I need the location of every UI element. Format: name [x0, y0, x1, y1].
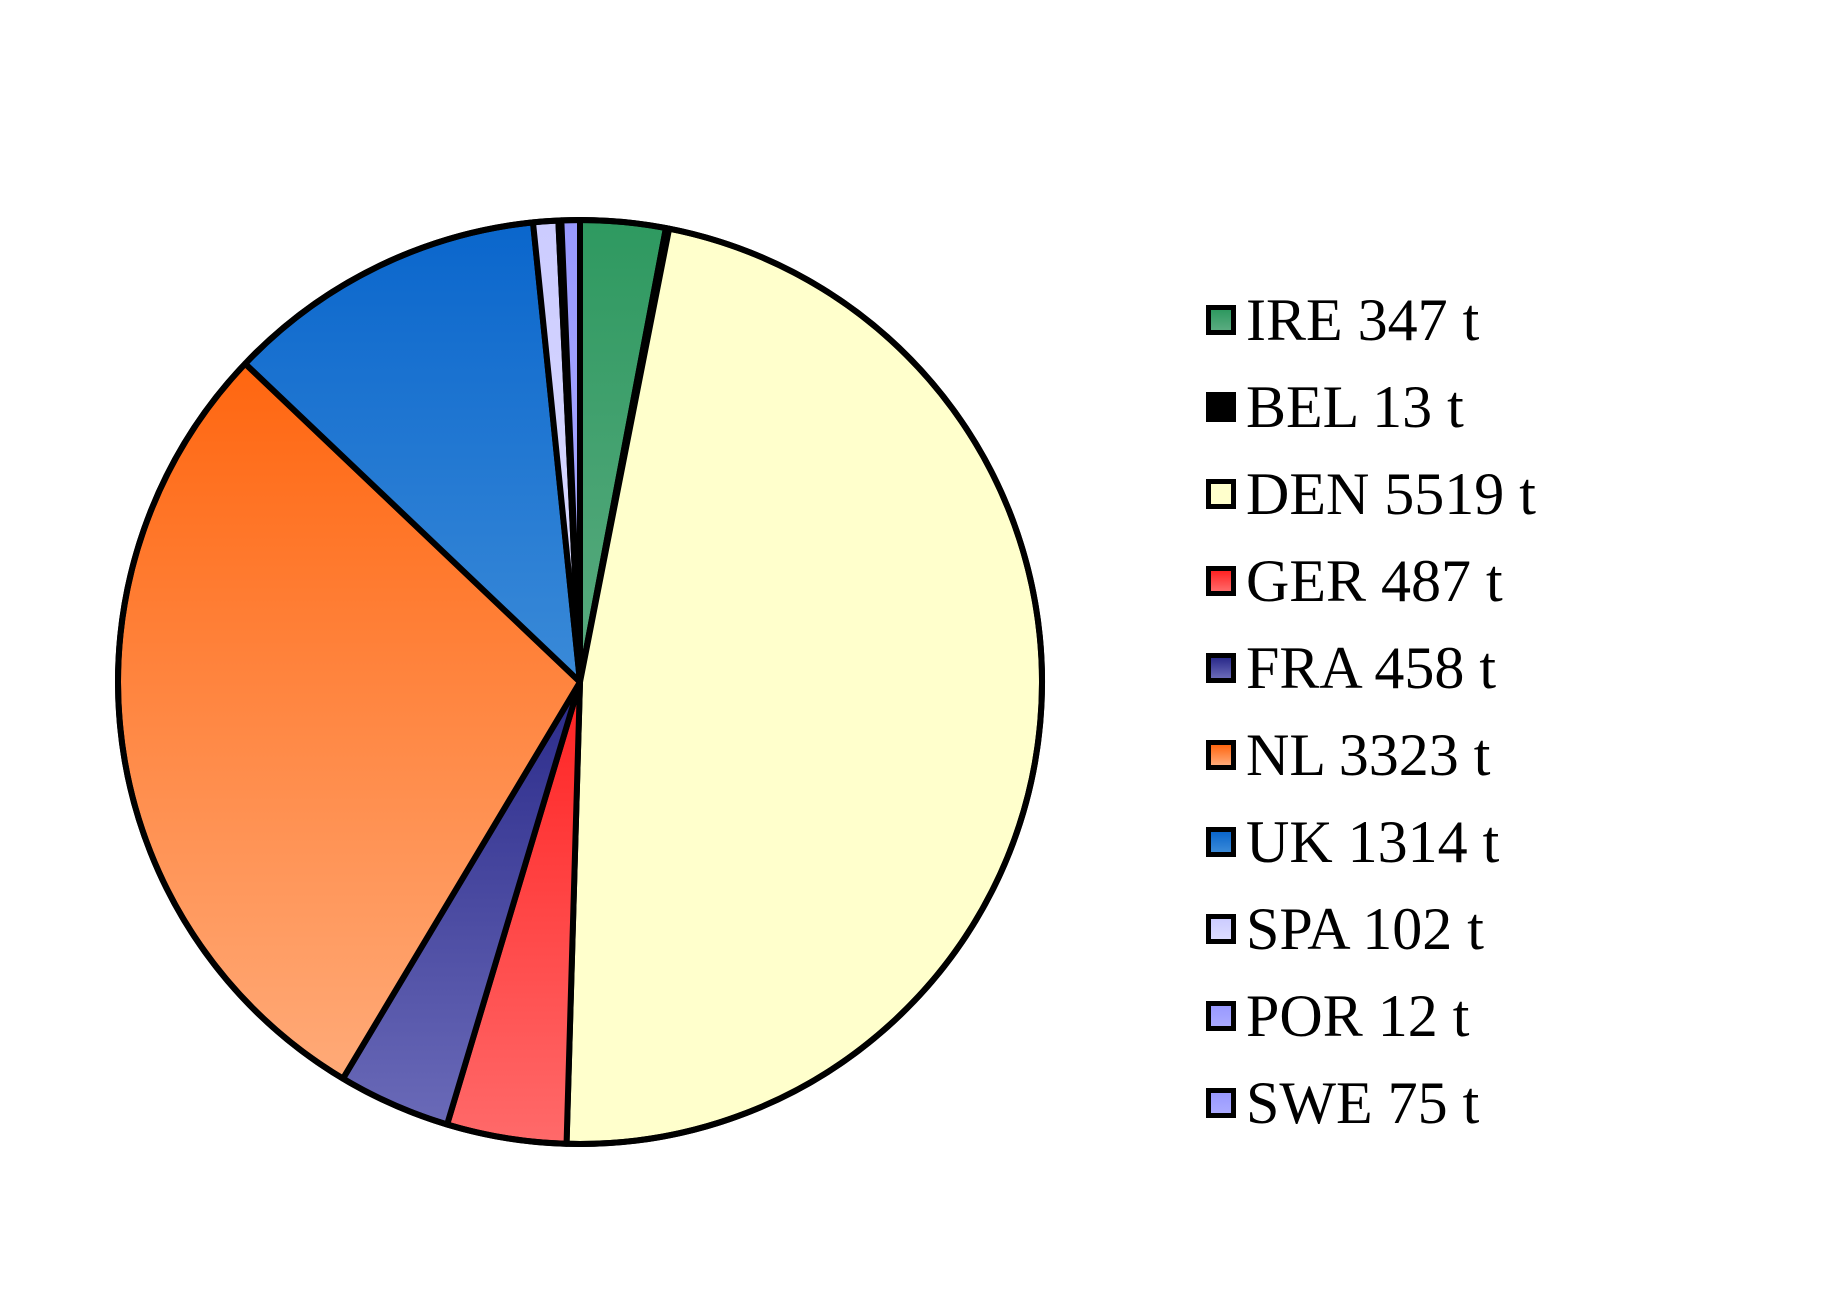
legend-item-swe: SWE 75 t — [1206, 1059, 1536, 1146]
pie-outline — [115, 217, 1045, 1147]
legend-swatch-fra — [1206, 652, 1236, 683]
legend-item-fra: FRA 458 t — [1206, 624, 1536, 711]
legend-swatch-den — [1206, 478, 1236, 509]
legend-swatch-ger — [1206, 565, 1236, 596]
legend-swatch-bel — [1206, 391, 1236, 422]
legend-item-ire: IRE 347 t — [1206, 276, 1536, 363]
legend-label-spa: SPA 102 t — [1246, 895, 1484, 962]
legend-swatch-ire — [1206, 304, 1236, 335]
legend-label-fra: FRA 458 t — [1246, 634, 1497, 701]
legend-item-ger: GER 487 t — [1206, 537, 1536, 624]
pie-slices — [115, 217, 1045, 1147]
legend-item-spa: SPA 102 t — [1206, 885, 1536, 972]
legend-swatch-spa — [1206, 913, 1236, 944]
legend-swatch-nl — [1206, 739, 1236, 770]
legend-label-bel: BEL 13 t — [1246, 373, 1464, 440]
legend-item-uk: UK 1314 t — [1206, 798, 1536, 885]
legend-label-ger: GER 487 t — [1246, 547, 1503, 614]
legend-swatch-uk — [1206, 826, 1236, 857]
legend-label-uk: UK 1314 t — [1246, 808, 1500, 875]
legend-item-por: POR 12 t — [1206, 972, 1536, 1059]
legend-swatch-por — [1206, 1000, 1236, 1031]
legend-item-den: DEN 5519 t — [1206, 450, 1536, 537]
legend-label-por: POR 12 t — [1246, 982, 1470, 1049]
legend-label-ire: IRE 347 t — [1246, 286, 1480, 353]
legend-label-den: DEN 5519 t — [1246, 460, 1536, 527]
legend-label-swe: SWE 75 t — [1246, 1069, 1480, 1136]
legend-item-nl: NL 3323 t — [1206, 711, 1536, 798]
legend-label-nl: NL 3323 t — [1246, 721, 1491, 788]
legend-item-bel: BEL 13 t — [1206, 363, 1536, 450]
legend-swatch-swe — [1206, 1087, 1236, 1118]
legend: IRE 347 t BEL 13 t DEN 5519 t GER 487 t FRA … — [1206, 276, 1536, 1146]
